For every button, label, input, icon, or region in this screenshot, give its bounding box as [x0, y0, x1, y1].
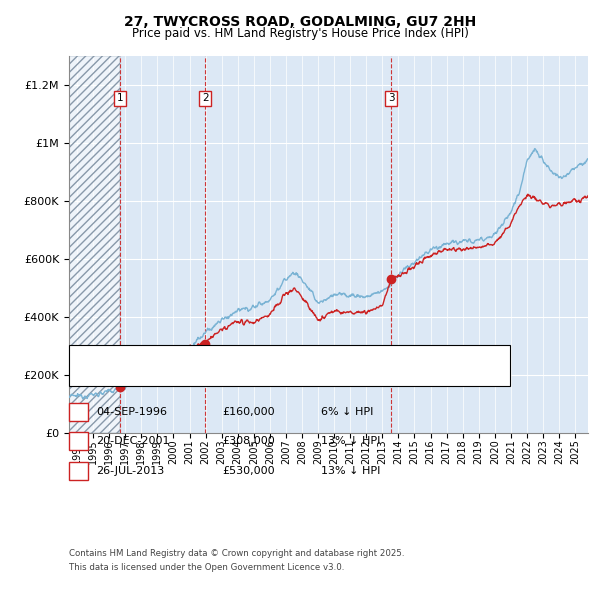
- Text: 27, TWYCROSS ROAD, GODALMING, GU7 2HH: 27, TWYCROSS ROAD, GODALMING, GU7 2HH: [124, 15, 476, 29]
- Text: 13% ↓ HPI: 13% ↓ HPI: [321, 437, 380, 446]
- Text: Price paid vs. HM Land Registry's House Price Index (HPI): Price paid vs. HM Land Registry's House …: [131, 27, 469, 40]
- Text: £530,000: £530,000: [222, 466, 275, 476]
- Text: 1: 1: [75, 407, 82, 417]
- Text: This data is licensed under the Open Government Licence v3.0.: This data is licensed under the Open Gov…: [69, 563, 344, 572]
- Text: 13% ↓ HPI: 13% ↓ HPI: [321, 466, 380, 476]
- Text: Contains HM Land Registry data © Crown copyright and database right 2025.: Contains HM Land Registry data © Crown c…: [69, 549, 404, 558]
- Text: 2: 2: [202, 93, 208, 103]
- Text: ———: ———: [76, 371, 110, 381]
- Text: 6% ↓ HPI: 6% ↓ HPI: [321, 407, 373, 417]
- Text: 26-JUL-2013: 26-JUL-2013: [96, 466, 164, 476]
- Text: 20-DEC-2001: 20-DEC-2001: [96, 437, 170, 446]
- Text: 27, TWYCROSS ROAD, GODALMING, GU7 2HH (detached house): 27, TWYCROSS ROAD, GODALMING, GU7 2HH (d…: [102, 352, 451, 362]
- Text: 3: 3: [75, 466, 82, 476]
- Text: 1: 1: [116, 93, 123, 103]
- Text: 2: 2: [75, 437, 82, 446]
- Text: 04-SEP-1996: 04-SEP-1996: [96, 407, 167, 417]
- Text: 3: 3: [388, 93, 395, 103]
- Text: ———: ———: [76, 352, 110, 362]
- Text: HPI: Average price, detached house, Waverley: HPI: Average price, detached house, Wave…: [102, 371, 355, 381]
- Text: £308,000: £308,000: [222, 437, 275, 446]
- Text: £160,000: £160,000: [222, 407, 275, 417]
